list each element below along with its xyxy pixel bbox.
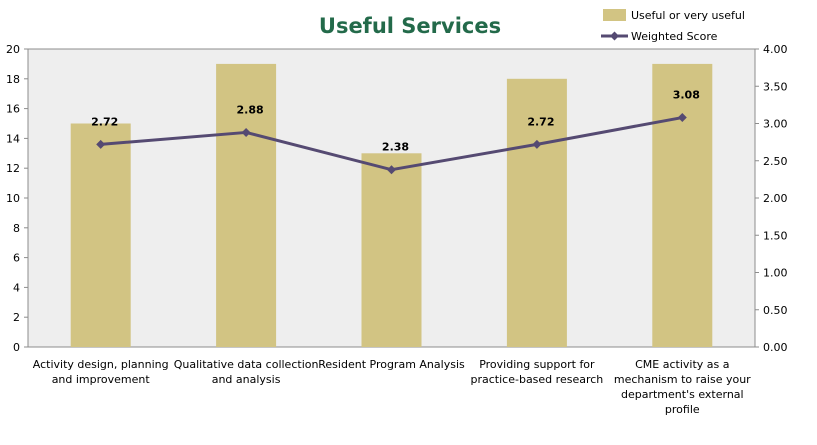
axes-layer: 0 2 4 6 8 10 12 14 16 18 20 0.00 0.50 1.00 1.50 2.00 2.5… [6, 43, 788, 354]
weighted-score-marker-3 [387, 165, 396, 175]
weighted-score-marker-2 [241, 127, 251, 137]
category-label-5: CME activity as a mechanism to raise your… [614, 358, 751, 416]
category-label-1: Activity design, planning and improvement [33, 358, 169, 386]
right-axis-tick-label: 2.50 [763, 155, 788, 168]
legend-label-useful: Useful or very useful [631, 9, 745, 22]
right-axis-tick-label: 3.50 [763, 80, 788, 93]
right-axis-tick-label: 1.50 [763, 229, 788, 242]
labels-layer: Activity design, planning and improvement… [33, 89, 751, 416]
weighted-score-label-3: 2.38 [382, 141, 409, 154]
right-axis-tick-label: 0.50 [763, 304, 788, 317]
legend-label-weighted: Weighted Score [631, 30, 718, 43]
right-axis-tick-label: 3.00 [763, 118, 788, 131]
right-axis-tick-label: 1.00 [763, 267, 788, 280]
left-axis-tick-label: 16 [6, 103, 20, 116]
left-axis-tick-label: 2 [13, 311, 20, 324]
left-axis-tick-label: 18 [6, 73, 20, 86]
bar-5 [652, 63, 713, 348]
left-axis-tick-label: 10 [6, 192, 20, 205]
right-axis-tick-label: 2.00 [763, 192, 788, 205]
bar-4 [506, 78, 567, 348]
left-axis-tick-label: 14 [6, 132, 20, 145]
left-axis-tick-label: 8 [13, 222, 20, 235]
weighted-score-label-1: 2.72 [91, 115, 118, 128]
right-axis-tick-label: 4.00 [763, 43, 788, 56]
category-label-3: Resident Program Analysis [318, 358, 465, 371]
left-axis-tick-label: 20 [6, 43, 20, 56]
legend-bar-swatch [603, 9, 626, 21]
legend: Useful or very useful Weighted Score [601, 9, 745, 43]
legend-line-marker [610, 31, 619, 41]
weighted-score-label-4: 2.72 [527, 115, 554, 128]
left-axis-tick-label: 4 [13, 281, 20, 294]
left-axis-tick-label: 0 [13, 341, 20, 354]
bar-3 [361, 153, 422, 347]
right-axis-tick-label: 0.00 [763, 341, 788, 354]
line-layer [96, 113, 687, 175]
weighted-score-marker-4 [532, 139, 542, 149]
weighted-score-marker-5 [677, 113, 687, 123]
category-label-2: Qualitative data collection and analysis [174, 358, 319, 386]
bar-1 [70, 123, 131, 347]
bars-layer [70, 63, 713, 348]
chart-title: Useful Services [319, 14, 501, 38]
category-label-4: Providing support for practice-based rese… [471, 358, 604, 386]
left-axis-tick-label: 12 [6, 162, 20, 175]
bar-2 [216, 63, 277, 348]
weighted-score-label-2: 2.88 [237, 103, 264, 116]
weighted-score-marker-1 [96, 139, 106, 149]
weighted-score-label-5: 3.08 [673, 89, 700, 102]
left-axis-tick-label: 6 [13, 252, 20, 265]
